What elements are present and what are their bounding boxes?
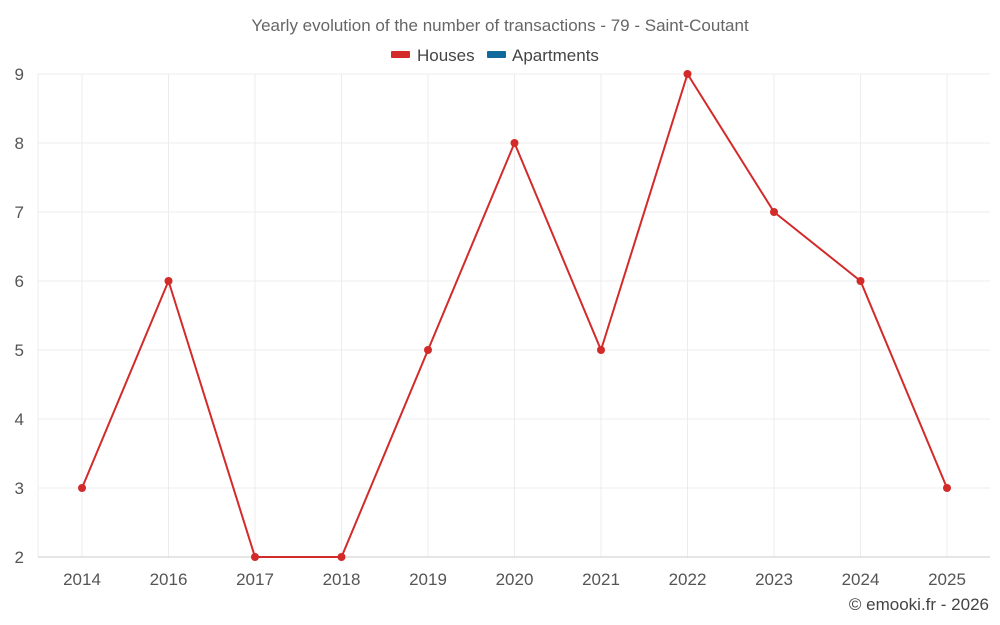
legend: Houses Apartments bbox=[391, 46, 599, 65]
x-tick-label: 2018 bbox=[323, 570, 361, 589]
data-point-houses-2016[interactable] bbox=[164, 277, 173, 285]
legend-label-houses: Houses bbox=[417, 46, 475, 65]
data-point-houses-2025[interactable] bbox=[943, 484, 951, 492]
data-point-houses-2019[interactable] bbox=[424, 346, 432, 354]
x-tick-label: 2019 bbox=[409, 570, 447, 589]
y-tick-label: 8 bbox=[15, 134, 24, 153]
legend-swatch-houses bbox=[391, 51, 410, 58]
legend-label-apartments: Apartments bbox=[512, 46, 599, 65]
data-point-houses-2024[interactable] bbox=[856, 277, 865, 285]
y-tick-label: 4 bbox=[15, 410, 24, 429]
credit-text: © emooki.fr - 2026 bbox=[849, 595, 989, 614]
x-tick-label: 2024 bbox=[842, 570, 880, 589]
y-tick-label: 6 bbox=[15, 272, 24, 291]
y-axis-ticks: 2 3 4 5 6 7 8 9 bbox=[15, 65, 24, 567]
x-axis-ticks: 2014 2016 2017 2018 2019 2020 2021 2022 2023 2024… bbox=[63, 570, 966, 589]
data-point-houses-2014[interactable] bbox=[78, 484, 86, 492]
data-point-houses-2022[interactable] bbox=[683, 70, 692, 78]
data-point-houses-2021[interactable] bbox=[597, 346, 605, 354]
x-tick-label: 2016 bbox=[150, 570, 188, 589]
chart-title: Yearly evolution of the number of transa… bbox=[251, 16, 749, 35]
x-tick-label: 2020 bbox=[496, 570, 534, 589]
series-points bbox=[78, 70, 951, 561]
x-tick-label: 2021 bbox=[582, 570, 620, 589]
legend-item-apartments[interactable]: Apartments bbox=[487, 46, 599, 65]
x-tick-label: 2025 bbox=[928, 570, 966, 589]
y-tick-label: 9 bbox=[15, 65, 24, 84]
legend-item-houses[interactable]: Houses bbox=[391, 46, 475, 65]
x-tick-label: 2023 bbox=[755, 570, 793, 589]
x-tick-label: 2017 bbox=[236, 570, 274, 589]
y-tick-label: 7 bbox=[15, 203, 24, 222]
y-tick-label: 3 bbox=[15, 479, 24, 498]
data-point-houses-2023[interactable] bbox=[770, 208, 778, 216]
legend-swatch-apartments bbox=[487, 51, 506, 58]
x-tick-label: 2022 bbox=[669, 570, 707, 589]
y-tick-label: 5 bbox=[15, 341, 24, 360]
data-point-houses-2020[interactable] bbox=[510, 139, 519, 147]
x-tick-label: 2014 bbox=[63, 570, 101, 589]
data-point-houses-2018[interactable] bbox=[337, 553, 346, 561]
y-tick-label: 2 bbox=[15, 548, 24, 567]
data-point-houses-2017[interactable] bbox=[251, 553, 259, 561]
